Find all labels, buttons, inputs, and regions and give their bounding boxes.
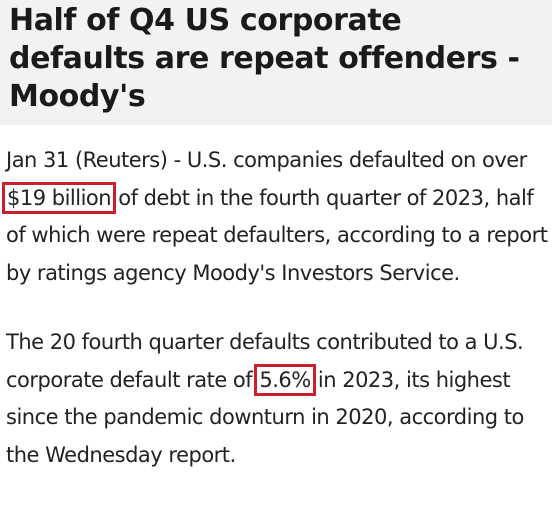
paragraph-2: The 20 fourth quarter defaults contribut… bbox=[6, 324, 552, 474]
paragraph-1-text-before: Jan 31 (Reuters) - U.S. companies defaul… bbox=[6, 148, 527, 172]
headline-line-1: Half of Q4 US corporate bbox=[9, 3, 402, 38]
paragraph-2-text-before: The 20 fourth quarter defaults contribut… bbox=[6, 330, 524, 392]
paragraph-1-text-after: of debt in the fourth quarter of 2023, h… bbox=[6, 185, 548, 285]
article-body: Jan 31 (Reuters) - U.S. companies defaul… bbox=[1, 142, 552, 474]
paragraph-1: Jan 31 (Reuters) - U.S. companies defaul… bbox=[1, 142, 552, 292]
highlight-box-rate: 5.6% bbox=[254, 363, 316, 396]
headline-line-3: Moody's bbox=[9, 79, 146, 114]
headline-band bbox=[0, 0, 552, 125]
headline-line-2: defaults are repeat offenders - bbox=[9, 41, 520, 76]
headline: Half of Q4 US corporate defaults are rep… bbox=[9, 2, 549, 116]
paragraph-2-text-after: in 2023, its highest since the pandemic … bbox=[6, 367, 524, 467]
highlight-box-amount: $19 billion bbox=[1, 181, 117, 214]
